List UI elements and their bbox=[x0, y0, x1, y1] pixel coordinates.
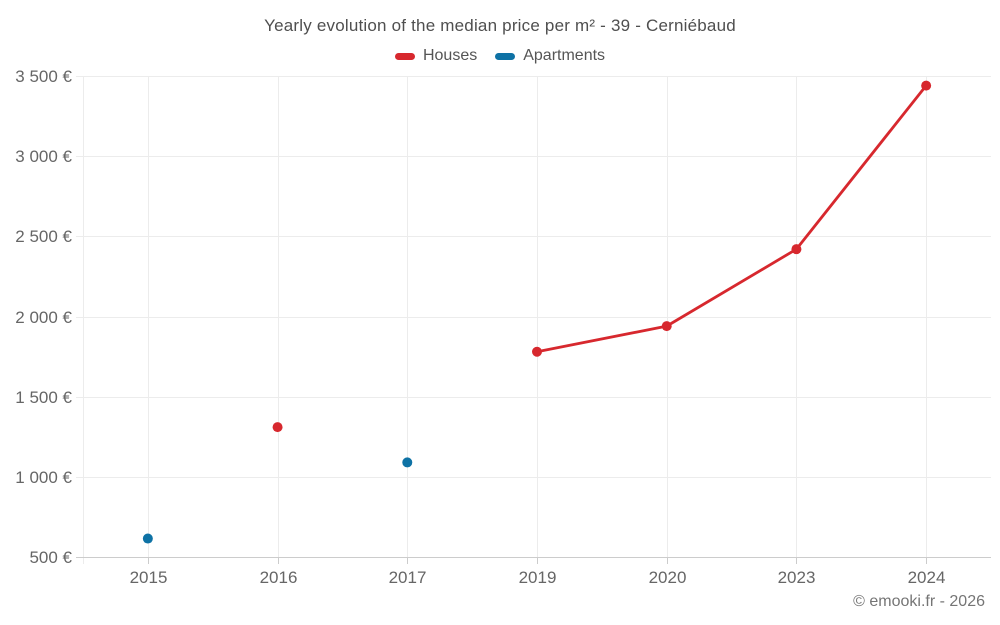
copyright: © emooki.fr - 2026 bbox=[853, 593, 985, 610]
chart-title: Yearly evolution of the median price per… bbox=[264, 16, 736, 35]
x-axis-label: 2017 bbox=[389, 568, 427, 587]
data-point-houses-2024[interactable] bbox=[921, 80, 932, 91]
y-axis-label: 1 000 € bbox=[15, 468, 72, 487]
x-axis-label: 2024 bbox=[908, 568, 946, 587]
x-axis-label: 2015 bbox=[130, 568, 168, 587]
series-line-houses bbox=[535, 84, 928, 354]
y-axis-label: 3 500 € bbox=[15, 67, 72, 86]
x-axis-label: 2016 bbox=[260, 568, 298, 587]
y-axis-label: 1 500 € bbox=[15, 388, 72, 407]
x-axis-label: 2019 bbox=[519, 568, 557, 587]
data-point-houses-2019[interactable] bbox=[532, 346, 542, 357]
y-axis-label: 2 500 € bbox=[15, 227, 72, 246]
data-point-houses-2020[interactable] bbox=[661, 321, 672, 332]
legend-label: Houses bbox=[422, 47, 478, 64]
legend-item-apartments[interactable]: Apartments bbox=[495, 47, 605, 65]
legend-swatch-houses bbox=[394, 52, 415, 60]
data-point-apartments-2015[interactable] bbox=[142, 533, 153, 544]
y-axis-label: 3 000 € bbox=[15, 147, 72, 166]
data-point-apartments-2017[interactable] bbox=[402, 457, 413, 468]
data-point-houses-2016[interactable] bbox=[272, 422, 283, 433]
chart-legend: Houses Apartments bbox=[0, 45, 1000, 67]
legend-label: Apartments bbox=[523, 47, 606, 64]
x-axis-label: 2020 bbox=[649, 568, 687, 587]
y-axis-label: 500 € bbox=[29, 548, 72, 567]
data-point-houses-2023[interactable] bbox=[791, 244, 802, 255]
x-axis-label: 2023 bbox=[778, 568, 816, 587]
y-axis-label: 2 000 € bbox=[15, 308, 72, 327]
legend-swatch-apartments bbox=[495, 52, 516, 60]
legend-item-houses[interactable]: Houses bbox=[394, 47, 478, 65]
